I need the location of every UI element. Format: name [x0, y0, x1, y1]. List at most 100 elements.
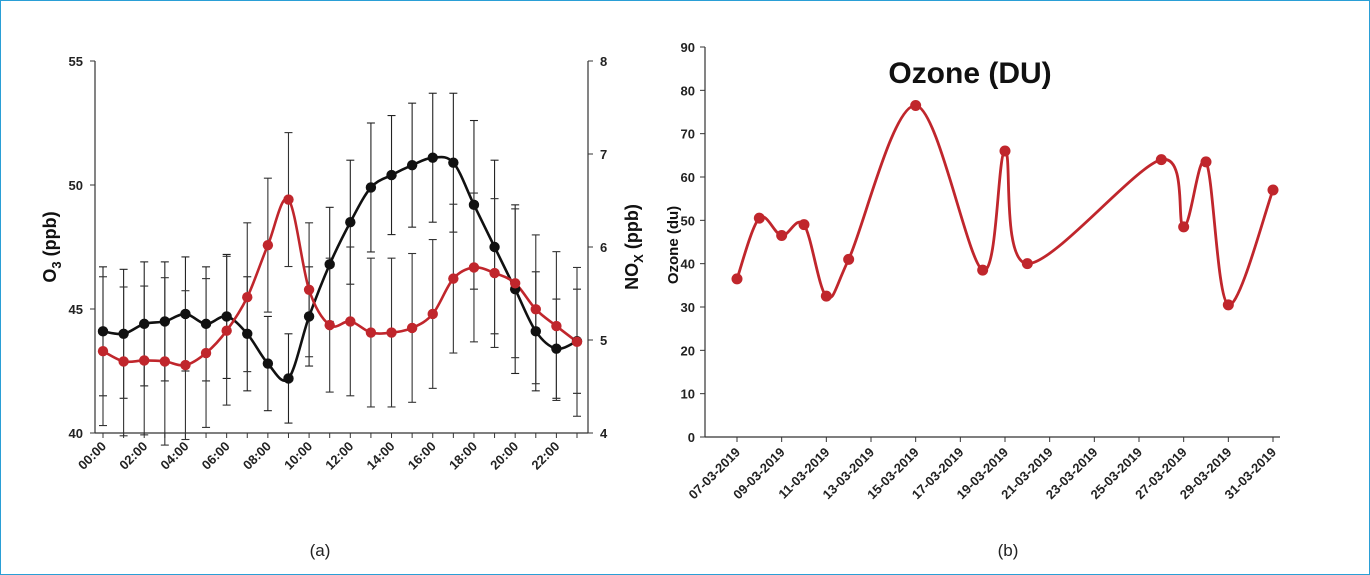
panel-b-y-tick-label: 10 [681, 387, 695, 402]
panel-a-data-point [97, 326, 109, 337]
panel-a-right-ticks: 4 5 6 7 8 [588, 54, 608, 441]
panel-a-data-point [365, 182, 377, 193]
panel-a-data-point [551, 320, 562, 332]
panel-a-series-line [102, 197, 578, 367]
panel-b-data-point [843, 253, 855, 265]
panel-b-data-point [977, 264, 989, 276]
panel-a-data-point [365, 327, 377, 338]
panel-a-data-point [283, 194, 294, 205]
panel-a-data-point [386, 327, 397, 338]
panel-a-x-tick-label: 04:00 [157, 439, 191, 473]
panel-a-axes [94, 61, 589, 434]
panel-b-label: (b) [998, 541, 1019, 560]
panel-a-data-point [118, 356, 129, 367]
panel-b-data-point [999, 145, 1011, 157]
panel-a-right-tick-label: 6 [600, 240, 607, 255]
panel-a-series-line [102, 155, 578, 382]
panel-a-x-tick-label: 00:00 [75, 439, 109, 473]
panel-a-data-point [489, 267, 500, 279]
panel-a-error-bars [99, 92, 581, 446]
panel-a-left-tick-label: 55 [69, 54, 83, 69]
panel-a-data-point [427, 308, 438, 320]
panel-a-series-points [97, 152, 583, 384]
panel-b-data-point [731, 273, 743, 285]
panel-a-data-point [139, 355, 150, 366]
panel-a-data-point [571, 336, 583, 348]
panel-b-data-point [1178, 221, 1190, 233]
panel-a-data-point [406, 159, 418, 171]
panel-b-data-point [753, 212, 765, 224]
panel-b-y-tick-label: 20 [681, 343, 695, 358]
panel-a-data-point [303, 284, 315, 295]
panel-a-series-lines [102, 155, 578, 382]
panel-b-data-point [910, 100, 922, 111]
panel-a-y2-axis-label: NOX (ppb) [622, 204, 646, 290]
panel-a-data-point [406, 322, 418, 334]
panel-b-y-tick-label: 40 [681, 257, 695, 272]
panel-a-data-point [530, 326, 541, 337]
panel-a-data-point [489, 241, 500, 253]
panel-a-data-point [139, 318, 150, 330]
panel-a-left-tick-label: 50 [69, 178, 83, 193]
panel-a-x-tick-label: 20:00 [487, 439, 521, 473]
panel-a-x-tick-label: 22:00 [528, 439, 562, 473]
panel-a-x-tick-label: 14:00 [364, 439, 398, 473]
panel-b-series-points [731, 100, 1279, 311]
panel-a-data-point [180, 308, 191, 320]
panel-a-data-point [159, 356, 171, 367]
panel-b-y-tick-label: 60 [681, 170, 695, 185]
panel-a-data-point [386, 169, 397, 181]
panel-b-y-tick-label: 30 [681, 300, 695, 315]
panel-a-data-point [448, 273, 459, 284]
panel-a-left-tick-label: 45 [69, 302, 83, 317]
panel-a-data-point [200, 347, 212, 359]
panel-a-data-point [345, 316, 356, 327]
panel-a-right-tick-label: 5 [600, 333, 607, 348]
panel-a-right-tick-label: 8 [600, 54, 607, 69]
panel-a-data-point [97, 345, 109, 357]
panel-b-data-point [798, 219, 810, 231]
panel-a-data-point [242, 328, 253, 339]
panel-a-data-point [180, 359, 191, 371]
panel-b-data-point [1200, 156, 1212, 168]
panel-a-left-ticks: 40 45 50 55 [69, 54, 95, 441]
panel-b-y-ticks: 0 10 20 30 40 50 60 70 80 90 [681, 40, 705, 445]
panel-a-x-tick-label: 18:00 [446, 439, 480, 473]
panel-a-data-point [551, 343, 562, 354]
panel-a-x-tick-label: 12:00 [322, 439, 356, 473]
panel-b-y-tick-label: 50 [681, 213, 695, 228]
panel-a-data-point [262, 358, 274, 369]
panel-a-left-tick-label: 40 [69, 426, 83, 441]
panel-b-series-lines [735, 104, 1275, 307]
panel-a-right-tick-label: 7 [600, 147, 607, 162]
panel-a-x-tick-label: 02:00 [116, 439, 150, 473]
panel-a-data-point [262, 239, 274, 251]
panel-b-x-ticks: 07-03-201909-03-201911-03-201913-03-2019… [685, 437, 1279, 502]
panel-a-data-point [283, 373, 294, 384]
panel-a-data-point [345, 217, 356, 228]
panel-a-data-point [530, 304, 541, 315]
panel-b-y-axis-label: Ozone (du) [665, 206, 682, 284]
panel-b-data-point [1222, 299, 1234, 311]
panel-a-data-point [242, 292, 253, 303]
panel-a-data-point [468, 262, 480, 273]
panel-a-x-tick-label: 08:00 [240, 439, 274, 473]
panel-a-x-ticks: 00:00 02:00 04:00 06:00 08:00 10:00 12:00 14:00… [75, 433, 578, 473]
panel-a-data-point [118, 328, 129, 339]
panel-a-x-tick-label: 10:00 [281, 439, 315, 473]
panel-a-data-point [159, 316, 171, 327]
panel-a-x-tick-label: 06:00 [199, 439, 233, 473]
panel-a-data-point [427, 152, 438, 163]
panel-a-data-point [221, 325, 232, 336]
panel-a-data-point [448, 157, 459, 168]
panel-b-series-line [735, 104, 1275, 307]
panel-a-right-tick-label: 4 [600, 426, 608, 441]
panel-b-y-tick-label: 0 [688, 430, 695, 445]
panel-b-y-tick-label: 70 [681, 127, 695, 142]
panel-a-data-point [509, 278, 521, 289]
panel-b-data-point [1155, 154, 1167, 166]
panel-a-data-point [221, 311, 232, 322]
panel-a-data-point [200, 318, 212, 330]
